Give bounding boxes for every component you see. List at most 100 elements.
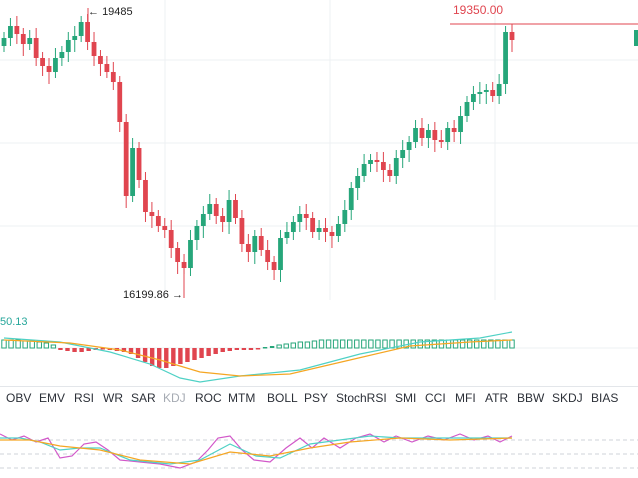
candle-body [8, 26, 13, 38]
candle-body [220, 216, 225, 222]
candle-body [162, 226, 167, 230]
candle-body [175, 248, 180, 262]
candle-body [445, 128, 450, 142]
kdj-indicator-pane[interactable] [0, 420, 638, 478]
macd-hist-bar [30, 341, 34, 348]
candle-body [503, 32, 508, 84]
macd-hist-bar [150, 348, 154, 366]
macd-hist-bar [376, 340, 380, 348]
candle-body [2, 38, 7, 46]
macd-hist-bar [136, 348, 140, 358]
tab-smi[interactable]: SMI [395, 391, 416, 405]
macd-hist-bar [362, 340, 366, 348]
tab-boll[interactable]: BOLL [267, 391, 298, 405]
macd-hist-bar [2, 340, 6, 348]
candle-body [426, 130, 431, 138]
macd-hist-bar [9, 340, 13, 348]
macd-hist-bar [284, 344, 288, 348]
macd-hist-bar [249, 348, 253, 350]
macd-hist-bar [418, 340, 422, 348]
indicator-tab-bar: OBV EMV RSI WR SAR KDJ ROC MTM BOLL PSY StochRSI SM… [0, 386, 638, 411]
macd-hist-bar [72, 348, 76, 352]
candle-body [240, 218, 245, 244]
candle-body [342, 210, 347, 224]
candle-body [381, 162, 386, 170]
candle-body [278, 238, 283, 270]
candle-body [458, 116, 463, 132]
macd-hist-bar [65, 348, 69, 351]
tab-mfi[interactable]: MFI [455, 391, 476, 405]
macd-hist-bar [192, 348, 196, 360]
candle-body [330, 232, 335, 236]
candle-body [362, 164, 367, 176]
macd-hist-bar [369, 340, 373, 348]
price-candlestick-chart[interactable] [0, 0, 638, 308]
candle-body [477, 92, 482, 94]
tab-atr[interactable]: ATR [485, 391, 508, 405]
tab-mtm[interactable]: MTM [228, 391, 255, 405]
candle-body [14, 26, 19, 34]
candle-body [246, 244, 251, 252]
macd-hist-bar [355, 340, 359, 348]
candle-body [407, 142, 412, 150]
candle-body [233, 200, 238, 218]
tab-psy[interactable]: PSY [304, 391, 328, 405]
tab-obv[interactable]: OBV [6, 391, 31, 405]
macd-hist-bar [221, 348, 225, 352]
tab-cci[interactable]: CCI [425, 391, 446, 405]
candle-body [188, 240, 193, 268]
candle-body [265, 250, 270, 262]
candle-body [452, 128, 457, 132]
candle-body [465, 102, 470, 116]
candle-body [291, 222, 296, 232]
candle-body [124, 122, 129, 196]
tab-roc[interactable]: ROC [195, 391, 222, 405]
macd-hist-bar [333, 340, 337, 348]
macd-hist-bar [23, 341, 27, 348]
high-price-label: ← 19485 [88, 6, 133, 18]
candle-body [27, 38, 32, 44]
tab-wr[interactable]: WR [103, 391, 123, 405]
tab-stochrsi[interactable]: StochRSI [336, 391, 387, 405]
candle-body [214, 204, 219, 216]
macd-hist-bar [383, 340, 387, 348]
candle-body [98, 56, 103, 64]
candle-body [201, 214, 206, 226]
candle-body [490, 90, 495, 96]
tab-rsi[interactable]: RSI [74, 391, 94, 405]
tab-bbw[interactable]: BBW [517, 391, 544, 405]
candle-body [413, 128, 418, 142]
candle-body [272, 262, 277, 270]
macd-indicator-pane[interactable] [0, 308, 638, 386]
candle-body [53, 58, 58, 72]
candle-body [34, 38, 39, 58]
macd-hist-bar [305, 342, 309, 348]
candle-body [259, 236, 264, 250]
macd-hist-bar [256, 348, 260, 350]
candle-body [195, 226, 200, 240]
macd-hist-bar [199, 348, 203, 358]
candle-body [207, 204, 212, 214]
tab-sar[interactable]: SAR [131, 391, 156, 405]
candle-body [304, 214, 309, 218]
macd-hist-bar [291, 343, 295, 348]
macd-hist-bar [206, 348, 210, 356]
macd-hist-bar [235, 348, 239, 350]
tab-kdj[interactable]: KDJ [163, 391, 186, 405]
candle-body [400, 150, 405, 158]
candle-body [310, 218, 315, 232]
candle-body [317, 228, 322, 232]
candle-body [497, 84, 502, 96]
tab-skdj[interactable]: SKDJ [552, 391, 583, 405]
candle-body [156, 216, 161, 226]
edge-candle [634, 30, 638, 46]
candle-body [420, 128, 425, 138]
macd-hist-bar [51, 345, 55, 348]
tab-emv[interactable]: EMV [39, 391, 65, 405]
macd-hist-bar [263, 347, 267, 349]
tab-bias[interactable]: BIAS [591, 391, 618, 405]
macd-dea-line [4, 340, 512, 376]
candle-body [394, 158, 399, 176]
candle-body [59, 52, 64, 58]
macd-hist-bar [270, 346, 274, 348]
